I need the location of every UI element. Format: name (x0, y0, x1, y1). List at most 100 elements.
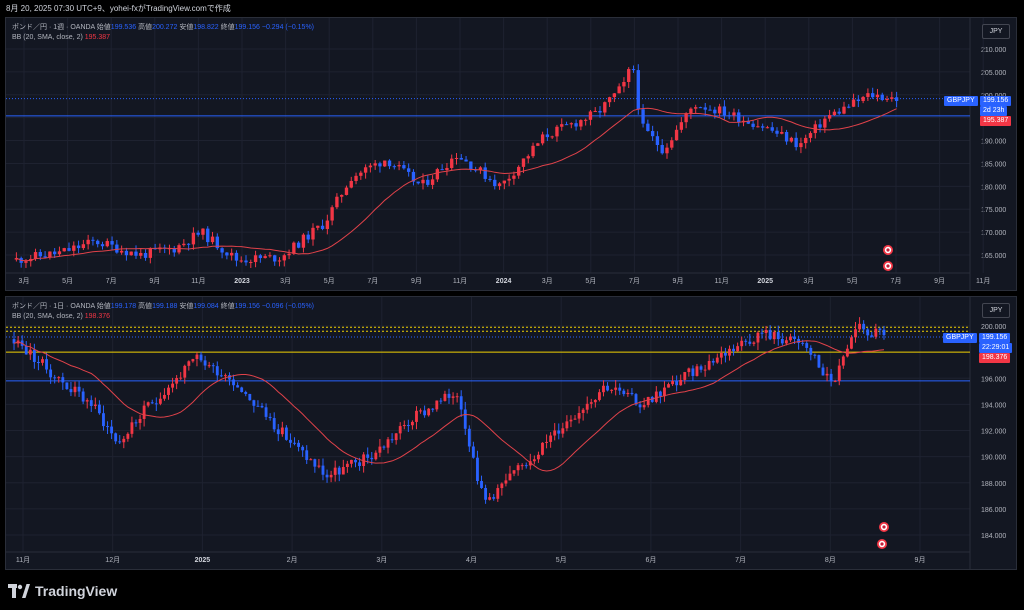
candle-body (256, 405, 260, 407)
candle-body (793, 336, 796, 340)
candle-body (789, 336, 792, 341)
candle-body (129, 251, 133, 256)
candle-body (634, 394, 638, 405)
candle-body (612, 93, 617, 98)
candle-body (497, 183, 502, 187)
candle-body (211, 365, 215, 367)
candle-body (641, 109, 645, 124)
candle-body (191, 232, 196, 245)
candle-body (411, 171, 416, 182)
candle-body (565, 421, 569, 429)
candle-body (540, 134, 545, 144)
candle-body (797, 339, 801, 343)
candle-body (258, 255, 263, 259)
candle-body (573, 418, 577, 420)
currency-button[interactable]: JPY (982, 303, 1010, 318)
x-axis-tick-label: 5月 (847, 277, 858, 285)
symbol-tag: GBPJPY (944, 96, 978, 106)
bollinger-basis-line (16, 107, 897, 262)
daily-candlestick-chart[interactable]: 200.000198.000196.000194.000192.000190.0… (6, 297, 1017, 570)
candle-body (683, 372, 687, 380)
candle-body (406, 168, 411, 172)
tradingview-logo-icon (8, 584, 30, 598)
candle-body (654, 391, 658, 402)
candle-body (89, 400, 93, 406)
candle-body (512, 470, 516, 474)
candle-body (658, 391, 662, 397)
candle-body (37, 361, 40, 363)
candle-body (426, 179, 430, 185)
candle-body (41, 359, 44, 363)
bb-value-tag: 198.376 (979, 353, 1011, 363)
candle-body (272, 418, 276, 430)
candle-body (744, 340, 748, 342)
candle-body (416, 181, 420, 184)
candle-body (402, 165, 406, 169)
candle-body (579, 120, 583, 127)
candle-body (670, 140, 674, 148)
candle-body (276, 429, 280, 435)
candle-body (467, 428, 471, 447)
currency-button[interactable]: JPY (982, 24, 1010, 39)
candle-body (885, 98, 889, 100)
symbol-title: ポンド／円 · 1週 · OANDA (12, 24, 95, 31)
x-axis-tick-label: 8月 (825, 556, 836, 564)
candle-body (756, 332, 760, 343)
candle-body (667, 384, 670, 388)
candle-body (459, 157, 463, 160)
candle-body (249, 262, 253, 264)
weekly-candlestick-chart[interactable]: 210.000205.000200.000195.000190.000185.0… (6, 18, 1017, 291)
x-axis-tick-label: 3月 (376, 556, 387, 564)
candle-body (435, 169, 440, 180)
candle-body (502, 180, 507, 184)
symbol-title: ポンド／円 · 1日 · OANDA (12, 303, 95, 310)
candle-body (569, 123, 573, 125)
candle-body (386, 439, 390, 448)
candle-body (362, 454, 366, 467)
candle-body (234, 252, 239, 261)
candle-body (528, 461, 532, 466)
candle-body (340, 194, 344, 197)
candle-body (622, 390, 626, 395)
candle-body (607, 97, 612, 103)
candle-body (244, 392, 248, 394)
last-price-tag: 199.156 (980, 96, 1012, 106)
candle-body (427, 408, 431, 416)
y-axis-tick-label: 170.000 (981, 230, 1006, 237)
candle-body (488, 497, 492, 500)
daily-chart-pane[interactable]: 200.000198.000196.000194.000192.000190.0… (5, 296, 1017, 570)
bar-countdown-tag: 2d 23h (980, 106, 1008, 116)
candle-body (675, 381, 679, 386)
candle-body (114, 433, 118, 442)
y-axis-tick-label: 186.000 (981, 507, 1006, 514)
candle-body (894, 97, 899, 101)
candle-body (320, 225, 325, 229)
candle-body (698, 107, 703, 109)
candle-body (366, 454, 370, 458)
candle-body (81, 391, 85, 402)
candle-body (236, 385, 240, 388)
candle-body (454, 157, 459, 159)
x-axis-tick-label: 7月 (106, 277, 117, 285)
candle-body (77, 386, 81, 392)
candle-body (341, 467, 345, 475)
candle-body (350, 459, 353, 464)
candle-body (589, 402, 593, 404)
candle-body (76, 245, 81, 249)
y-axis-tick-label: 196.000 (981, 376, 1006, 383)
candle-body (215, 236, 219, 249)
candle-body (837, 111, 841, 114)
candle-body (832, 111, 837, 116)
candle-body (402, 424, 406, 427)
candle-body (289, 439, 292, 443)
candle-body (679, 122, 684, 130)
x-axis-tick-label: 7月 (629, 277, 640, 285)
x-axis-tick-label: 11月 (191, 277, 205, 285)
candle-body (73, 386, 77, 393)
candle-body (239, 260, 243, 262)
candle-body (854, 329, 857, 338)
candle-body (81, 244, 86, 249)
weekly-chart-pane[interactable]: 210.000205.000200.000195.000190.000185.0… (5, 17, 1017, 291)
candle-body (24, 345, 28, 355)
candle-body (602, 385, 605, 393)
